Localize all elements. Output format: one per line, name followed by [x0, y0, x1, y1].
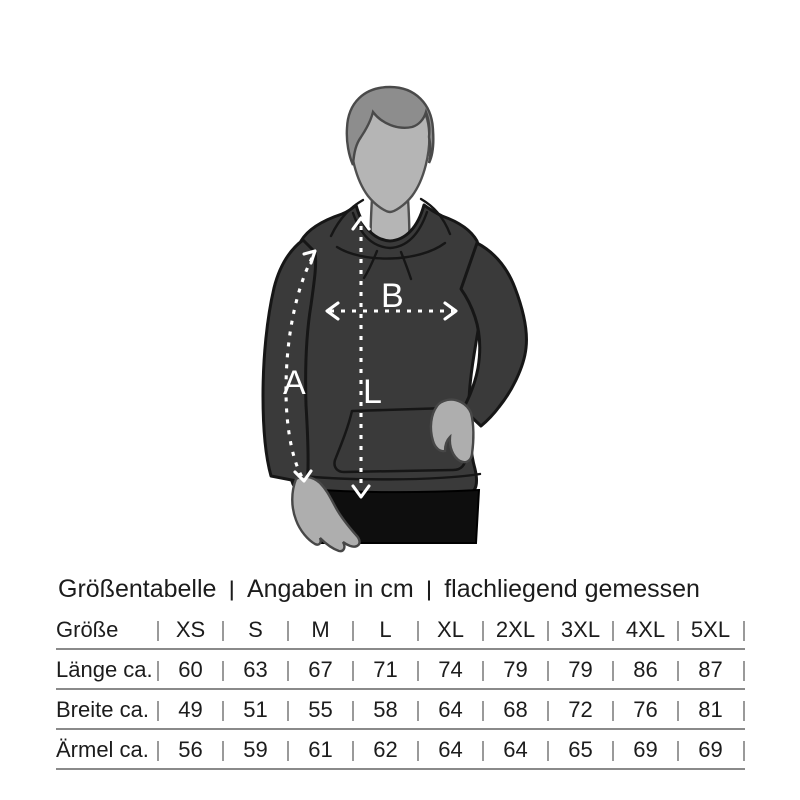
size-header-cell: XS — [157, 617, 223, 648]
table-row: Ärmel ca. 56 59 61 62 64 64 65 69 69 — [56, 730, 745, 770]
right-hand — [429, 398, 475, 464]
value-cell: 86 — [612, 657, 678, 688]
value-cell: 49 — [157, 697, 223, 728]
length-arrow-head-bottom — [351, 484, 371, 499]
value-cell: 79 — [547, 657, 613, 688]
size-column-label: Größe — [56, 617, 119, 642]
title-part-table: Größentabelle — [58, 575, 217, 603]
sleeve-arrow-head-bottom — [293, 469, 313, 483]
size-header-cell: M — [287, 617, 353, 648]
hood-right-edge — [419, 197, 452, 236]
row-label: Länge ca. — [56, 657, 153, 682]
row-end-separator — [743, 701, 745, 721]
value-cell: 64 — [482, 737, 548, 768]
row-end-separator — [743, 741, 745, 761]
sleeve-arrow-head-top — [302, 249, 317, 265]
measurement-label-b: B — [381, 277, 404, 315]
sleeve-arrow-line — [284, 257, 314, 478]
hoodie-measurement-figure: A B L — [261, 85, 528, 553]
size-chart-title: Größentabelle | Angaben in cm | flachliegend… — [58, 575, 700, 604]
value-cell: 81 — [677, 697, 743, 728]
title-separator: | — [228, 577, 235, 601]
value-cell: 51 — [222, 697, 288, 728]
value-cell: 68 — [482, 697, 548, 728]
value-cell: 69 — [612, 737, 678, 768]
drawstring-right — [399, 250, 413, 281]
value-cell: 79 — [482, 657, 548, 688]
hair — [345, 85, 435, 166]
measurement-label-a: A — [283, 364, 306, 402]
hood-left-edge — [329, 198, 365, 238]
value-cell: 72 — [547, 697, 613, 728]
value-cell: 76 — [612, 697, 678, 728]
size-header-cell: 3XL — [547, 617, 613, 648]
table-header-row: Größe XS S M L XL 2XL 3XL 4XL 5XL — [56, 610, 745, 650]
size-header-cell: L — [352, 617, 418, 648]
size-header-cell: 4XL — [612, 617, 678, 648]
value-cell: 64 — [417, 737, 483, 768]
hem-line — [290, 472, 482, 481]
left-hand — [291, 475, 361, 553]
value-cell: 58 — [352, 697, 418, 728]
row-end-separator — [743, 621, 745, 641]
title-separator: | — [425, 577, 433, 601]
value-cell: 62 — [352, 737, 418, 768]
row-label: Breite ca. — [56, 697, 149, 722]
title-part-method: flachliegend gemessen — [444, 575, 700, 603]
value-cell: 65 — [547, 737, 613, 768]
title-part-units: Angaben in cm — [246, 575, 414, 603]
measurement-label-l: L — [363, 373, 382, 411]
value-cell: 64 — [417, 697, 483, 728]
table-row: Länge ca. 60 63 67 71 74 79 79 86 87 — [56, 650, 745, 690]
value-cell: 69 — [677, 737, 743, 768]
value-cell: 61 — [287, 737, 353, 768]
width-arrow-head-left — [325, 301, 340, 321]
right-sleeve — [459, 241, 528, 428]
size-table: Größe XS S M L XL 2XL 3XL 4XL 5XL Länge ca. 60 63 67 7… — [56, 610, 745, 770]
size-header-cell: S — [222, 617, 288, 648]
value-cell: 55 — [287, 697, 353, 728]
row-end-separator — [743, 661, 745, 681]
value-cell: 87 — [677, 657, 743, 688]
size-header-cell: 5XL — [677, 617, 743, 648]
value-cell: 56 — [157, 737, 223, 768]
length-arrow-head-top — [351, 216, 371, 231]
size-header-cell: XL — [417, 617, 483, 648]
width-arrow-head-right — [443, 301, 458, 321]
value-cell: 71 — [352, 657, 418, 688]
collar-outer-line — [335, 241, 447, 260]
value-cell: 59 — [222, 737, 288, 768]
value-cell: 74 — [417, 657, 483, 688]
value-cell: 63 — [222, 657, 288, 688]
table-row: Breite ca. 49 51 55 58 64 68 72 76 81 — [56, 690, 745, 730]
row-label: Ärmel ca. — [56, 737, 149, 762]
drawstring-left — [362, 249, 379, 280]
value-cell: 60 — [157, 657, 223, 688]
size-header-cell: 2XL — [482, 617, 548, 648]
value-cell: 67 — [287, 657, 353, 688]
